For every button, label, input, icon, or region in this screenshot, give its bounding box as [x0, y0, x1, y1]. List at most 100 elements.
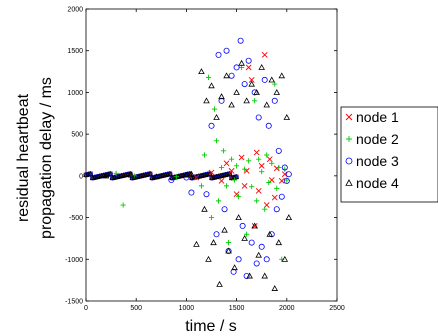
data-point: [208, 122, 215, 129]
data-point: [183, 174, 190, 181]
baseline-point: [87, 170, 94, 177]
x-tick-label: 2500: [329, 305, 345, 312]
y-tick-label: -500: [69, 215, 83, 222]
data-point: [248, 80, 255, 87]
data-point: [218, 164, 225, 171]
data-point: [255, 251, 262, 258]
plot-area: 0 500 1000 1500 2000 2500 -1500 -1000 -500 0 500 10…: [65, 7, 345, 313]
y-tick-label: 0: [79, 173, 83, 180]
data-point: [228, 101, 235, 108]
data-point: [223, 72, 230, 79]
data-point: [261, 51, 268, 58]
data-point: [233, 89, 240, 95]
data-point: [203, 191, 210, 198]
data-point: [263, 101, 270, 108]
data-point: [256, 156, 262, 162]
legend-label: node 1: [356, 109, 399, 125]
data-point: [205, 255, 212, 262]
data-point: [244, 231, 250, 237]
legend-label: node 4: [356, 175, 399, 191]
data-point: [283, 114, 291, 120]
data-point: [213, 231, 220, 238]
baseline-point: [167, 170, 173, 177]
data-point: [203, 97, 210, 104]
data-point: [210, 239, 217, 246]
data-point: [193, 174, 200, 181]
data-point: [273, 89, 281, 95]
data-point: [131, 173, 137, 179]
data-point: [239, 222, 246, 229]
data-point: [198, 183, 205, 189]
data-point: [198, 68, 205, 75]
data-point: [285, 171, 292, 178]
legend-box: [340, 106, 438, 203]
data-point: [225, 240, 232, 246]
data-point: [243, 272, 250, 279]
data-point: [208, 169, 215, 176]
data-point: [221, 206, 228, 213]
data-point: [215, 198, 222, 204]
data-point: [153, 173, 160, 180]
data-point: [253, 260, 260, 267]
y-tick-label: 2000: [67, 7, 83, 14]
data-point: [218, 93, 225, 100]
data-point: [266, 179, 272, 186]
data-point: [201, 205, 208, 212]
data-point: [255, 187, 262, 194]
data-point: [188, 170, 195, 177]
data-point: [127, 171, 135, 178]
baseline-point: [226, 170, 233, 177]
data-point: [258, 162, 265, 169]
x-axis-label: time / s: [185, 318, 237, 335]
data-point: [261, 76, 268, 83]
data-point: [228, 156, 235, 162]
data-point: [262, 206, 268, 212]
legend: node 1 node 2 node 3 node 4: [340, 106, 438, 203]
legend-entry: node 1: [345, 109, 399, 125]
data-point: [221, 226, 228, 233]
data-point: [263, 256, 270, 263]
data-point: [168, 177, 175, 184]
x-tick-label: 1000: [179, 305, 195, 312]
baseline-point: [127, 170, 134, 177]
data-point: [278, 177, 285, 184]
x-tick-label: 0: [84, 305, 88, 312]
data-point: [120, 202, 126, 208]
baseline-point: [233, 173, 240, 180]
data-point: [213, 114, 220, 120]
data-point: [259, 169, 265, 175]
data-point: [235, 214, 242, 221]
series-4: [102, 59, 293, 291]
legend-entry: node 2: [346, 131, 399, 147]
data-point: [269, 160, 275, 166]
data-point: [268, 177, 275, 183]
data-point: [248, 76, 255, 83]
data-point: [242, 166, 248, 172]
data-point: [265, 122, 272, 129]
data-point: [283, 177, 290, 184]
data-point: [281, 164, 288, 171]
legend-entry: node 4: [345, 175, 399, 191]
data-point: [230, 268, 237, 275]
baseline-band: [83, 170, 240, 181]
y-tick-label: -1000: [65, 257, 83, 264]
data-point: [234, 163, 240, 169]
data-point: [223, 183, 230, 189]
data-point: [278, 72, 286, 79]
data-point: [235, 256, 242, 263]
data-point: [228, 167, 235, 174]
data-point: [236, 194, 242, 200]
y-tick-label: -1500: [65, 299, 83, 306]
data-point: [218, 97, 225, 104]
data-point: [238, 59, 245, 66]
y-axis-label-line-1: residual heartbeat: [15, 93, 32, 222]
data-point: [213, 138, 220, 144]
data-point: [208, 82, 215, 89]
data-point: [251, 89, 258, 96]
series-1: [193, 51, 288, 229]
data-point: [231, 177, 238, 183]
data-point: [258, 63, 265, 70]
legend-label: node 2: [356, 131, 399, 147]
data-point: [255, 114, 262, 121]
x-tick-label: 500: [130, 305, 142, 312]
